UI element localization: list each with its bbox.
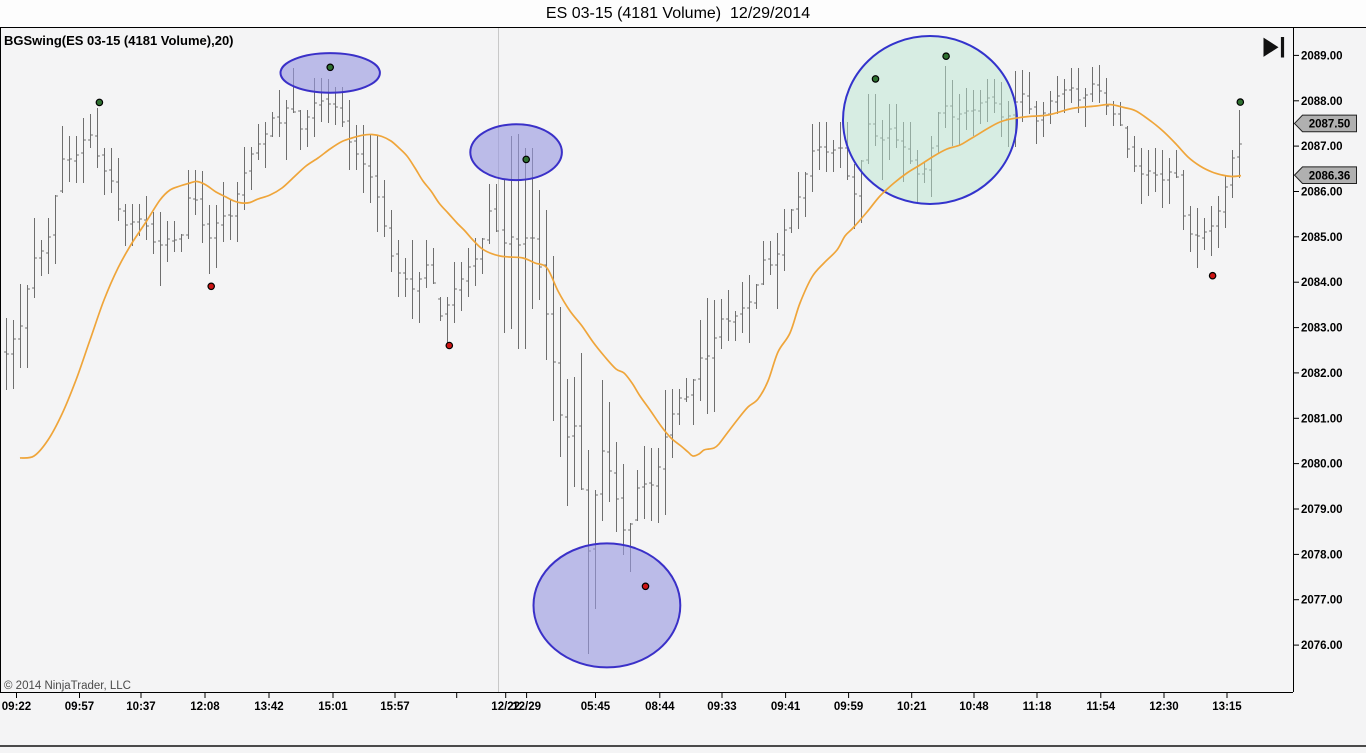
svg-text:12:08: 12:08 <box>190 701 220 713</box>
svg-text:2082.00: 2082.00 <box>1301 368 1343 380</box>
svg-text:11:18: 11:18 <box>1023 701 1052 713</box>
svg-text:15:57: 15:57 <box>380 701 409 713</box>
svg-text:09:41: 09:41 <box>771 701 801 713</box>
svg-text:09:59: 09:59 <box>834 701 863 713</box>
svg-text:08:44: 08:44 <box>645 701 675 713</box>
svg-text:13:15: 13:15 <box>1212 701 1242 713</box>
svg-text:2081.00: 2081.00 <box>1301 413 1343 425</box>
svg-text:2083.00: 2083.00 <box>1301 323 1343 335</box>
svg-text:15:01: 15:01 <box>318 701 348 713</box>
svg-text:2085.00: 2085.00 <box>1301 232 1343 244</box>
svg-text:13:42: 13:42 <box>254 701 283 713</box>
svg-text:09:22: 09:22 <box>2 701 31 713</box>
svg-text:2086.36: 2086.36 <box>1309 170 1351 182</box>
svg-text:09:57: 09:57 <box>65 701 94 713</box>
svg-text:2088.00: 2088.00 <box>1301 96 1343 108</box>
svg-text:05:45: 05:45 <box>581 701 611 713</box>
svg-text:ES 03-15 (4181 Volume) 12/29/: ES 03-15 (4181 Volume) 12/29/2014 <box>546 5 810 22</box>
svg-text:12:30: 12:30 <box>1149 701 1178 713</box>
svg-text:2087.00: 2087.00 <box>1301 141 1343 153</box>
svg-text:2076.00: 2076.00 <box>1301 640 1343 652</box>
svg-text:2089.00: 2089.00 <box>1301 50 1343 62</box>
svg-text:BGSwing(ES 03-15 (4181 Volume): BGSwing(ES 03-15 (4181 Volume),20) <box>4 33 234 48</box>
svg-text:2079.00: 2079.00 <box>1301 504 1343 516</box>
svg-text:12/22: 12/22 <box>491 701 520 713</box>
svg-text:12/29: 12/29 <box>512 701 541 713</box>
svg-text:2086.00: 2086.00 <box>1301 187 1343 199</box>
svg-text:© 2014 NinjaTrader, LLC: © 2014 NinjaTrader, LLC <box>4 680 131 692</box>
svg-text:2080.00: 2080.00 <box>1301 459 1343 471</box>
svg-text:10:21: 10:21 <box>897 701 927 713</box>
svg-text:2078.00: 2078.00 <box>1301 549 1343 561</box>
svg-text:09:33: 09:33 <box>707 701 736 713</box>
svg-text:2087.50: 2087.50 <box>1309 119 1351 131</box>
svg-text:2077.00: 2077.00 <box>1301 595 1343 607</box>
svg-text:2084.00: 2084.00 <box>1301 277 1343 289</box>
svg-text:11:54: 11:54 <box>1086 701 1115 713</box>
svg-text:10:48: 10:48 <box>959 701 989 713</box>
svg-text:10:37: 10:37 <box>126 701 155 713</box>
